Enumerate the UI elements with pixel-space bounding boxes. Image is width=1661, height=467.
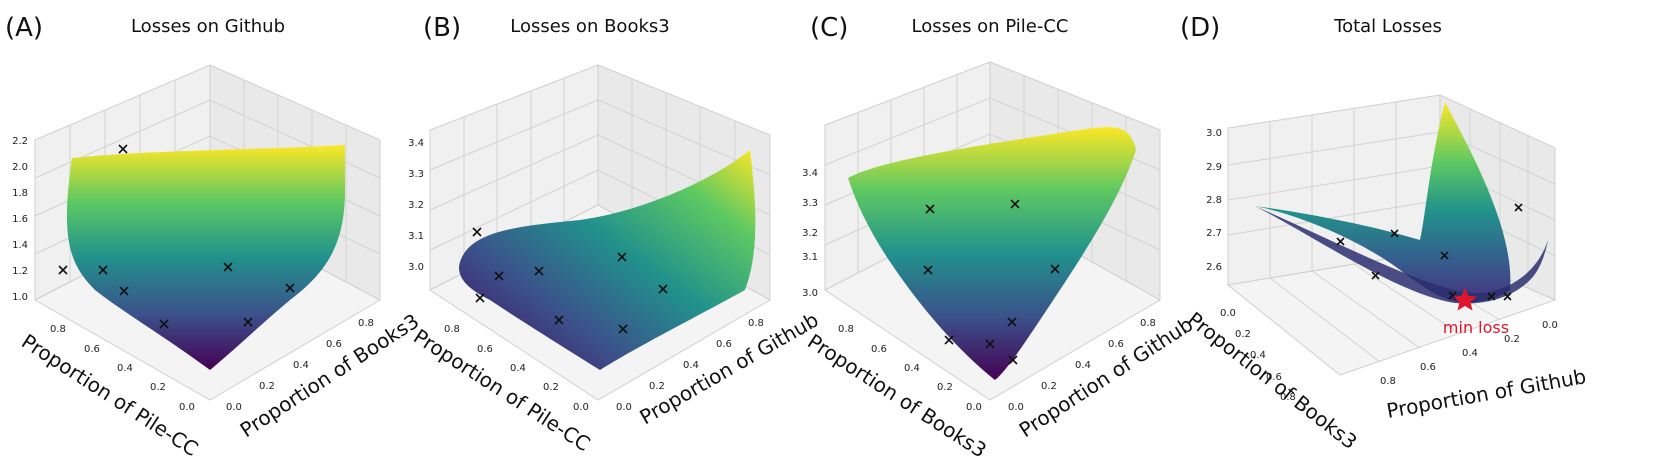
y-tick: 0.2 (259, 381, 275, 392)
z-tick: 3.2 (802, 228, 818, 239)
z-tick: 3.1 (802, 252, 818, 263)
y-tick: 0.2 (1504, 334, 1520, 345)
x-tick: 0.6 (871, 344, 887, 355)
x-tick: 0.2 (150, 382, 166, 393)
panel-c-markers (923, 199, 1060, 365)
panel-b-title: Losses on Books3 (510, 16, 669, 37)
z-tick: 3.4 (802, 168, 818, 179)
x-tick: 0.2 (1235, 329, 1251, 340)
panel-c-y-ticks: 0.0 0.2 0.4 0.6 0.8 (1008, 318, 1156, 413)
panel-c-title: Losses on Pile-CC (912, 16, 1069, 37)
y-tick: 0.8 (1380, 376, 1396, 387)
x-tick: 0.4 (117, 363, 133, 374)
x-tick: 0.4 (1250, 350, 1266, 361)
y-tick: 0.6 (1108, 339, 1124, 350)
panel-a-z-ticks: 1.0 1.2 1.4 1.6 1.8 2.0 2.2 (12, 136, 28, 303)
y-tick: 0.6 (326, 339, 342, 350)
panel-a-title: Losses on Github (131, 16, 285, 37)
panel-d-y-ticks: 0.8 0.6 0.4 0.2 0.0 (1380, 320, 1558, 387)
y-tick: 0.4 (683, 360, 699, 371)
min-loss-annotation: min loss (1443, 318, 1509, 337)
x-tick: 0.6 (84, 344, 100, 355)
panel-c-letter: (C) (810, 13, 848, 43)
z-tick: 1.0 (12, 292, 28, 303)
x-tick: 0.8 (444, 324, 460, 335)
panel-b-x-ticks: 0.8 0.6 0.4 0.2 0.0 (444, 324, 589, 413)
x-tick: 0.0 (966, 402, 982, 413)
panel-d-x-ticks: 0.0 0.2 0.4 0.6 0.8 (1220, 308, 1296, 403)
x-tick: 0.8 (50, 324, 66, 335)
panel-a-letter: (A) (5, 13, 43, 43)
z-tick: 2.8 (1206, 195, 1222, 206)
z-tick: 1.2 (12, 266, 28, 277)
panel-c-x-ticks: 0.8 0.6 0.4 0.2 0.0 (838, 324, 982, 413)
panel-b-letter: (B) (423, 13, 461, 43)
panel-d-surface-edge (1255, 206, 1548, 304)
panel-d-markers (1336, 203, 1523, 301)
panel-c: (C) Losses on Pile-CC 3.0 3.1 3.2 3.3 3.… (802, 13, 1197, 463)
panel-d-letter: (D) (1180, 13, 1220, 43)
y-tick: 0.0 (616, 402, 632, 413)
x-tick: 0.6 (1266, 372, 1282, 383)
x-tick: 0.0 (573, 402, 589, 413)
y-tick: 0.4 (1462, 348, 1478, 359)
y-tick: 0.8 (1140, 318, 1156, 329)
z-tick: 3.0 (802, 288, 818, 299)
x-tick: 0.2 (937, 382, 953, 393)
z-tick: 1.4 (12, 240, 28, 251)
x-tick: 0.8 (1280, 392, 1296, 403)
z-tick: 3.0 (408, 262, 424, 273)
z-tick: 3.3 (408, 169, 424, 180)
x-tick: 0.0 (179, 402, 195, 413)
panel-d-title: Total Losses (1333, 16, 1442, 37)
z-tick: 3.2 (408, 200, 424, 211)
y-tick: 0.4 (1075, 360, 1091, 371)
panel-b-surface (459, 150, 756, 370)
x-tick: 0.2 (543, 382, 559, 393)
z-tick: 2.7 (1206, 228, 1222, 239)
y-tick: 0.0 (226, 402, 242, 413)
y-tick: 0.8 (748, 318, 764, 329)
panel-d: min loss (D) Total Losses 2.6 2.7 2.8 2.… (1180, 13, 1588, 454)
y-tick: 0.8 (358, 318, 374, 329)
x-tick: 0.4 (510, 363, 526, 374)
z-tick: 2.9 (1206, 162, 1222, 173)
y-tick: 0.0 (1008, 402, 1024, 413)
x-tick: 0.4 (904, 363, 920, 374)
y-tick: 0.2 (649, 381, 665, 392)
panel-b-y-ticks: 0.0 0.2 0.4 0.6 0.8 (616, 318, 764, 413)
z-tick: 2.6 (1206, 262, 1222, 273)
panel-d-z-ticks: 2.6 2.7 2.8 2.9 3.0 (1206, 128, 1222, 273)
z-tick: 3.0 (1206, 128, 1222, 139)
panel-a-markers (58, 144, 295, 329)
panel-d-surface (1255, 102, 1511, 303)
panel-b: (B) Losses on Books3 3.0 3.1 3.2 3.3 3.4… (408, 13, 822, 456)
min-loss-star-icon (1453, 288, 1477, 311)
y-tick: 0.2 (1041, 381, 1057, 392)
z-tick: 1.6 (12, 214, 28, 225)
z-tick: 1.8 (12, 188, 28, 199)
y-tick: 0.6 (1420, 362, 1436, 373)
panel-a-y-ticks: 0.0 0.2 0.4 0.6 0.8 (226, 318, 374, 413)
z-tick: 2.2 (12, 136, 28, 147)
z-tick: 3.4 (408, 138, 424, 149)
y-tick: 0.0 (1542, 320, 1558, 331)
x-tick: 0.8 (838, 324, 854, 335)
x-tick: 0.0 (1220, 308, 1236, 319)
y-tick: 0.4 (293, 360, 309, 371)
panel-b-markers (472, 227, 668, 334)
panel-c-z-ticks: 3.0 3.1 3.2 3.3 3.4 (802, 168, 818, 299)
panel-d-ylabel: Proportion of Github (1385, 364, 1588, 423)
y-tick: 0.6 (716, 339, 732, 350)
panel-a-x-ticks: 0.8 0.6 0.4 0.2 0.0 (50, 324, 195, 413)
x-tick: 0.6 (477, 344, 493, 355)
panel-a: (A) Losses on Github 1.0 1.2 1.4 1.6 1.8… (5, 13, 423, 461)
panel-b-z-ticks: 3.0 3.1 3.2 3.3 3.4 (408, 138, 424, 273)
panel-a-surface (66, 145, 345, 370)
z-tick: 2.0 (12, 162, 28, 173)
z-tick: 3.1 (408, 231, 424, 242)
panel-c-surface (848, 127, 1136, 380)
z-tick: 3.3 (802, 198, 818, 209)
